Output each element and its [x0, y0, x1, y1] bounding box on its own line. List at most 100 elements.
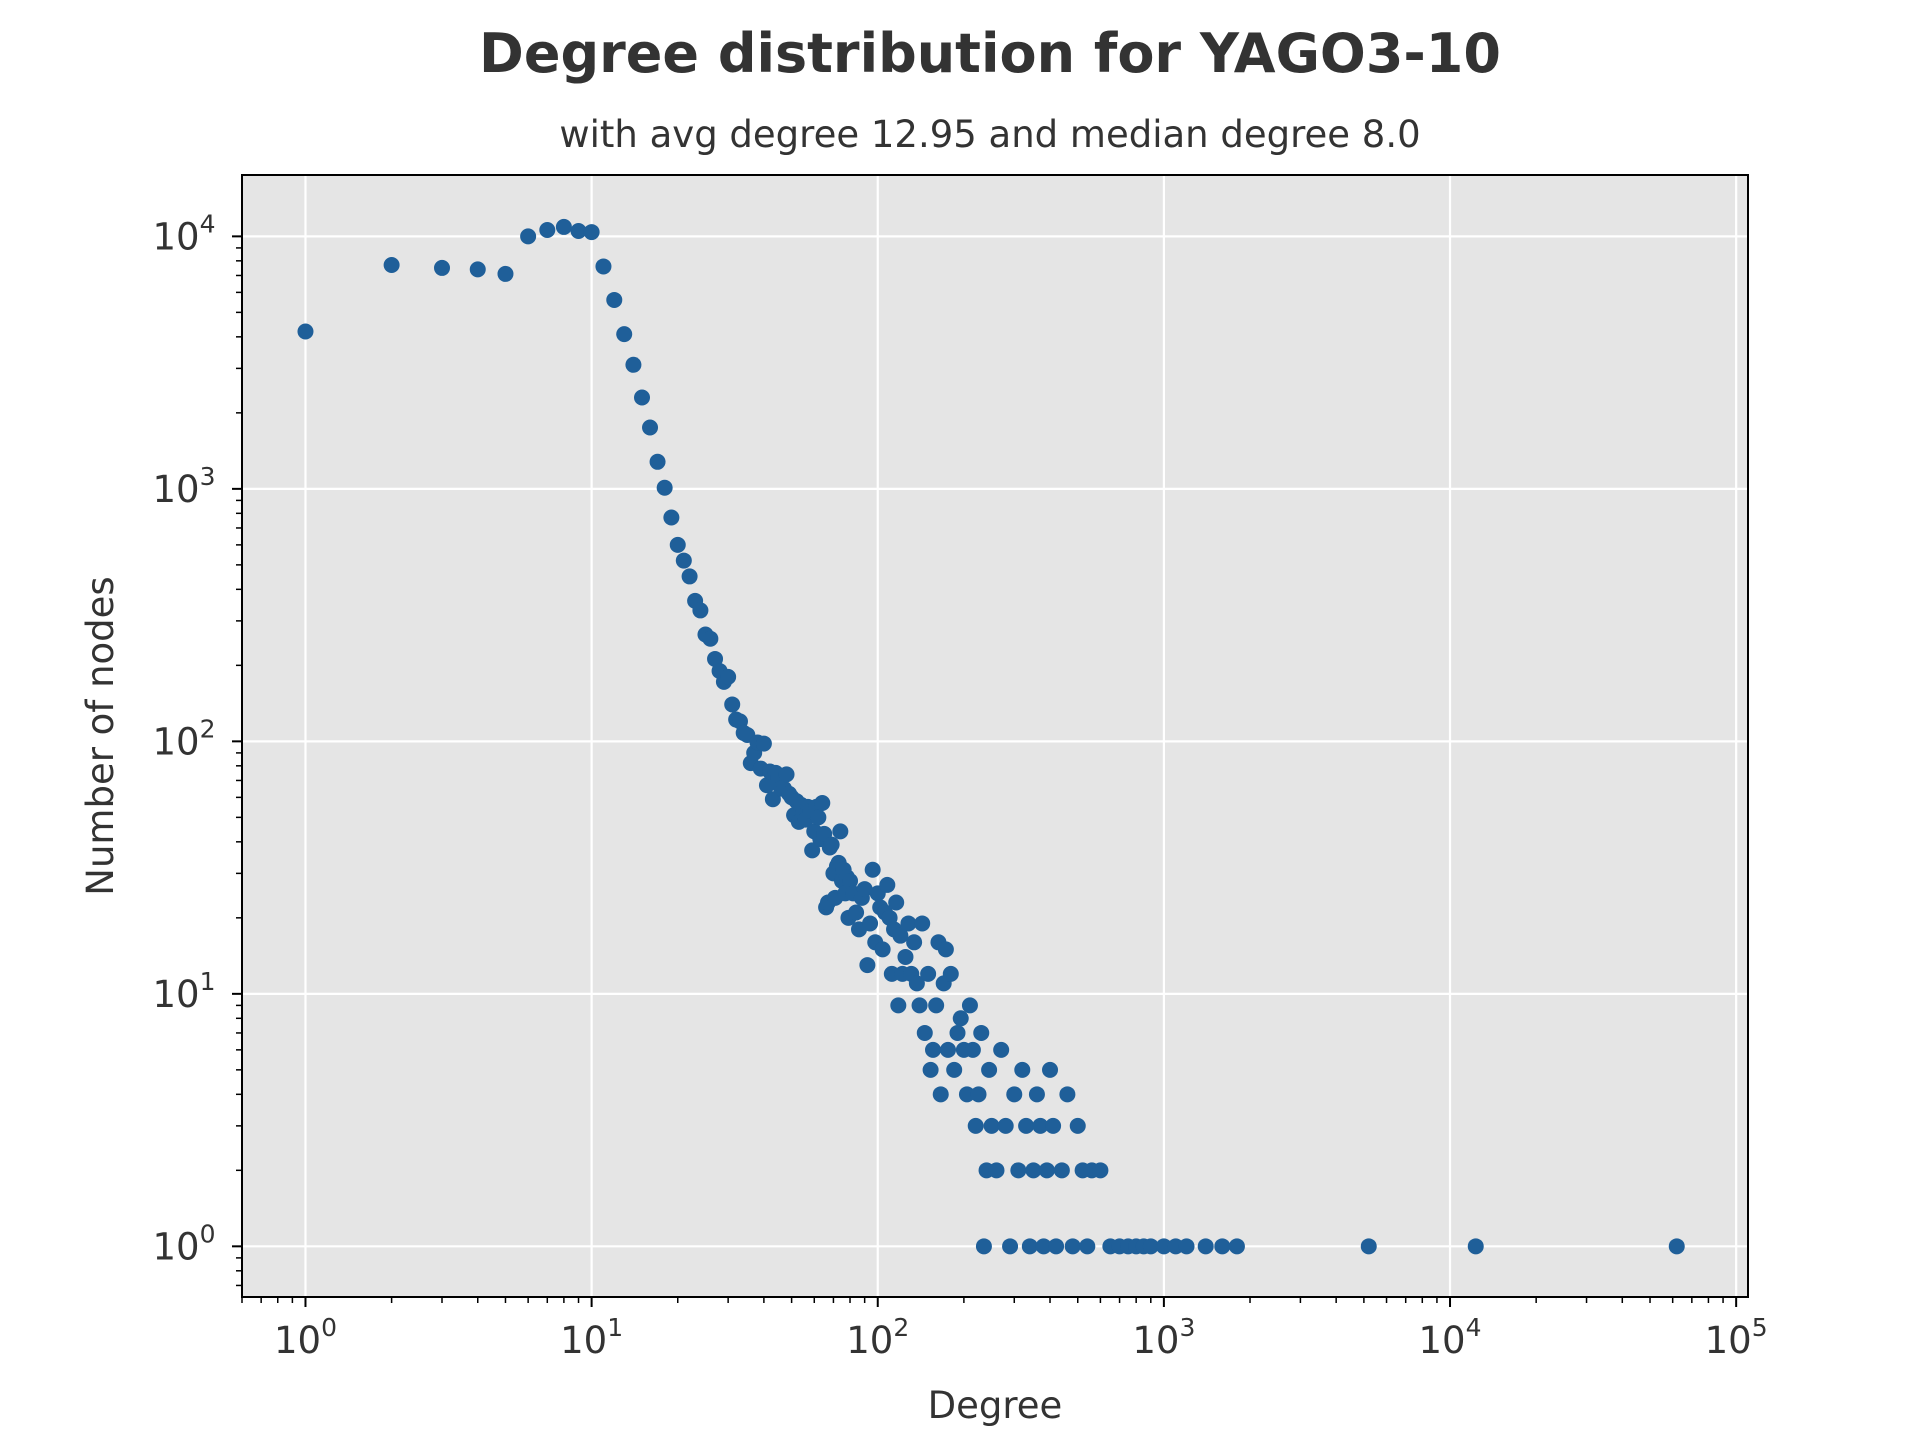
data-point [755, 735, 772, 752]
y-tick-label: 102 [153, 714, 216, 763]
data-point [848, 904, 865, 921]
data-point [434, 259, 451, 276]
data-point [862, 915, 879, 932]
x-axis-label: Degree [928, 1384, 1063, 1427]
data-point [897, 948, 914, 965]
data-point [1064, 1238, 1081, 1255]
data-point [1197, 1238, 1214, 1255]
data-point [920, 965, 937, 982]
data-point [804, 842, 821, 859]
data-point [1028, 1086, 1045, 1103]
data-point [1668, 1238, 1685, 1255]
data-point [1092, 1162, 1109, 1179]
data-point [949, 1024, 966, 1041]
data-point [1214, 1238, 1231, 1255]
data-point [1048, 1238, 1065, 1255]
data-point [539, 221, 556, 238]
data-point [823, 836, 840, 853]
data-points [297, 218, 1685, 1255]
data-point [1025, 1162, 1042, 1179]
data-point [692, 602, 709, 619]
data-point [888, 894, 905, 911]
data-point [1002, 1238, 1019, 1255]
data-point [874, 941, 891, 958]
data-point [997, 1117, 1014, 1134]
data-point [970, 1086, 987, 1103]
data-point [967, 1117, 984, 1134]
data-point [1059, 1086, 1076, 1103]
data-point [606, 291, 623, 308]
data-point [939, 1041, 956, 1058]
data-point [1006, 1086, 1023, 1103]
data-point [625, 356, 642, 373]
data-point [724, 696, 741, 713]
data-point [1079, 1238, 1096, 1255]
x-tick-label: 101 [560, 1313, 623, 1362]
data-point [983, 1117, 1000, 1134]
data-point [952, 1010, 969, 1027]
data-point [1360, 1238, 1377, 1255]
data-point [383, 257, 400, 274]
data-point [892, 927, 909, 944]
data-point [810, 809, 827, 826]
data-point [1035, 1238, 1052, 1255]
y-tick-label: 100 [153, 1219, 216, 1268]
data-point [595, 258, 612, 275]
data-point [1155, 1238, 1172, 1255]
x-tick-label: 105 [1705, 1313, 1768, 1362]
data-point [675, 552, 692, 569]
data-point [297, 323, 314, 340]
data-point [906, 934, 923, 951]
data-point [758, 777, 775, 794]
data-point [649, 453, 666, 470]
data-point [942, 965, 959, 982]
data-point [993, 1041, 1010, 1058]
data-point [1053, 1162, 1070, 1179]
grid-lines [242, 175, 1748, 1297]
data-point [469, 261, 486, 278]
data-point [964, 1041, 981, 1058]
data-point [1069, 1117, 1086, 1134]
data-point [961, 997, 978, 1014]
data-point [702, 630, 719, 647]
data-point [814, 794, 831, 811]
chart-subtitle: with avg degree 12.95 and median degree … [559, 113, 1420, 156]
data-point [555, 218, 572, 235]
data-point [928, 997, 945, 1014]
data-point [981, 1061, 998, 1078]
x-axis-ticks: 100 101 102 103 104 105 [241, 1297, 1768, 1362]
data-point [922, 1061, 939, 1078]
data-point [988, 1162, 1005, 1179]
plot-area-background [242, 175, 1748, 1297]
data-point [859, 957, 876, 974]
data-point [707, 650, 724, 667]
data-point [1142, 1238, 1159, 1255]
x-tick-label: 102 [846, 1313, 909, 1362]
data-point [669, 536, 686, 553]
data-point [1042, 1061, 1059, 1078]
data-point [1021, 1238, 1038, 1255]
data-point [832, 823, 849, 840]
y-axis-ticks: 100 101 102 103 104 [153, 209, 242, 1287]
data-point [1014, 1061, 1031, 1078]
data-point [1228, 1238, 1245, 1255]
data-point [932, 1086, 949, 1103]
data-point [497, 265, 514, 282]
data-point [975, 1238, 992, 1255]
data-point [642, 419, 659, 436]
data-point [1018, 1117, 1035, 1134]
x-tick-label: 104 [1419, 1313, 1482, 1362]
data-point [1178, 1238, 1195, 1255]
data-point [520, 228, 537, 245]
y-tick-label: 101 [153, 967, 216, 1016]
data-point [616, 326, 633, 343]
data-point [681, 568, 698, 585]
data-point [946, 1061, 963, 1078]
data-point [890, 997, 907, 1014]
y-tick-label: 104 [153, 209, 216, 258]
data-point [634, 389, 651, 406]
data-point [856, 881, 873, 898]
data-point [1032, 1117, 1049, 1134]
x-tick-label: 100 [274, 1313, 337, 1362]
